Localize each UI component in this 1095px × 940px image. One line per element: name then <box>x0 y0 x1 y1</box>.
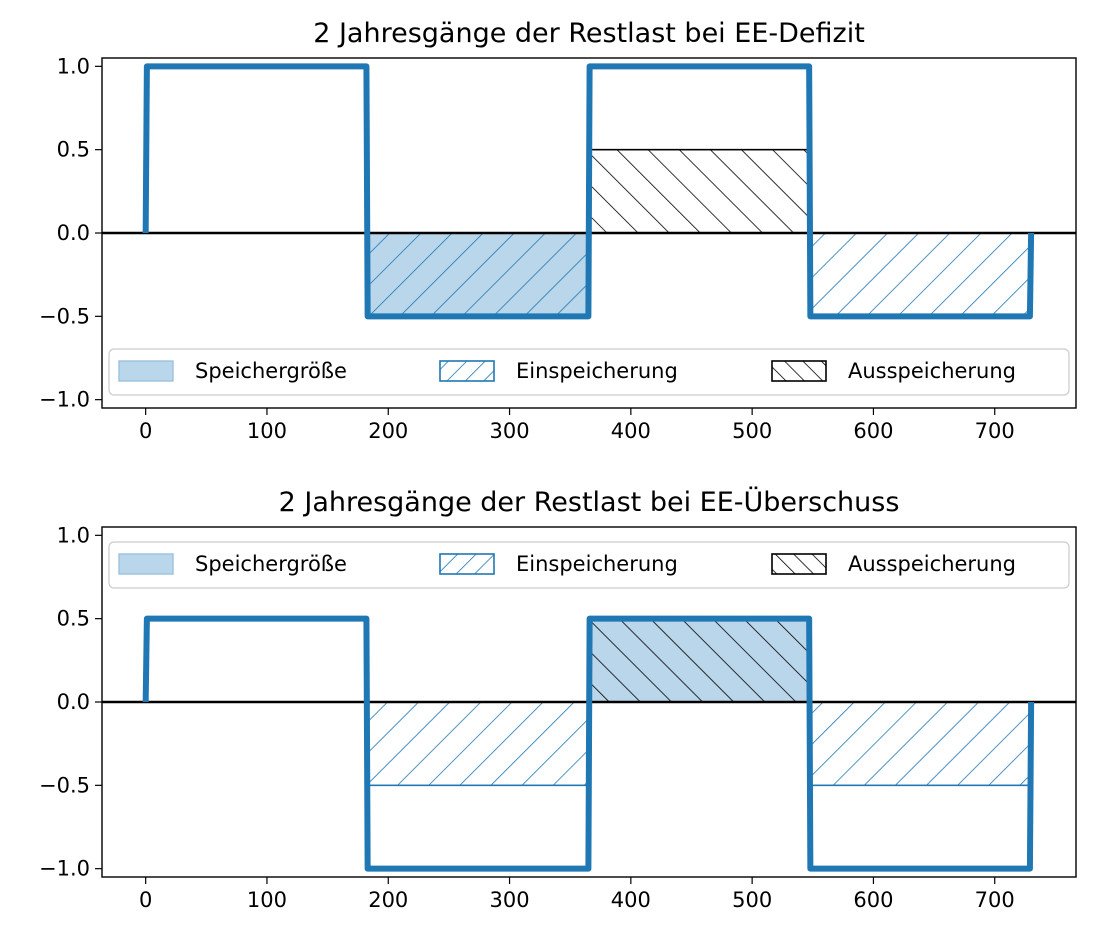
x-tick-label: 200 <box>368 888 408 912</box>
area-einspeicherung-2 <box>808 701 1032 787</box>
x-tick-label: 100 <box>247 419 287 443</box>
y-tick-label: −0.5 <box>39 773 90 797</box>
chart-panel-top: 2 Jahresgänge der Restlast bei EE-Defizi… <box>39 18 1077 443</box>
y-tick-label: 0.0 <box>57 690 90 714</box>
series-line-restlast <box>142 615 1035 872</box>
x-tick-label: 400 <box>611 419 651 443</box>
legend-label: Ausspeicherung <box>848 359 1016 383</box>
plot-area-frame <box>101 57 1077 409</box>
legend: Speichergröße Einspeicherung Ausspeicherun… <box>108 541 1070 589</box>
x-tick-label: 300 <box>490 419 530 443</box>
x-tick-label: 500 <box>732 888 772 912</box>
x-tick-label: 300 <box>490 888 530 912</box>
legend-handle-ausspeicherung <box>771 553 827 575</box>
y-axis-ticks: 1.0 0.5 0.0 −0.5 −1.0 <box>39 523 102 881</box>
x-axis-ticks: 0 100 200 300 400 500 600 700 <box>139 877 1015 912</box>
x-tick-label: 100 <box>247 888 287 912</box>
x-tick-label: 700 <box>975 888 1015 912</box>
legend-label: Einspeicherung <box>516 359 678 383</box>
legend-box <box>108 348 1070 396</box>
x-tick-label: 200 <box>368 419 408 443</box>
x-tick-label: 500 <box>732 419 772 443</box>
x-tick-label: 700 <box>975 419 1015 443</box>
series-line-restlast <box>142 63 1035 320</box>
plot-area-frame <box>101 526 1077 878</box>
x-tick-label: 0 <box>139 419 152 443</box>
legend: Speichergröße Einspeicherung Ausspeicherun… <box>108 348 1070 396</box>
legend-handle-speichergroesse <box>118 553 174 575</box>
legend-label: Speichergröße <box>195 359 347 383</box>
x-axis-ticks: 0 100 200 300 400 500 600 700 <box>139 408 1015 443</box>
chart-title: 2 Jahresgänge der Restlast bei EE-Übersc… <box>279 486 900 518</box>
x-tick-label: 400 <box>611 888 651 912</box>
fill-areas <box>366 148 1032 318</box>
legend-label: Ausspeicherung <box>848 552 1016 576</box>
y-tick-label: 0.0 <box>57 221 90 245</box>
x-tick-label: 0 <box>139 888 152 912</box>
area-ausspeicherung-1 <box>587 148 810 234</box>
x-tick-label: 600 <box>853 419 893 443</box>
legend-handle-speichergroesse <box>118 360 174 382</box>
y-tick-label: −1.0 <box>39 388 90 412</box>
y-tick-label: −0.5 <box>39 304 90 328</box>
x-tick-label: 600 <box>853 888 893 912</box>
area-ausspeicherung-1 <box>587 617 810 703</box>
y-tick-label: 0.5 <box>57 138 90 162</box>
legend-label: Einspeicherung <box>516 552 678 576</box>
legend-handle-einspeicherung <box>439 360 495 382</box>
y-tick-label: 1.0 <box>57 54 90 78</box>
legend-label: Speichergröße <box>195 552 347 576</box>
area-einspeicherung-0 <box>366 232 590 318</box>
legend-handle-einspeicherung <box>439 553 495 575</box>
legend-handle-ausspeicherung <box>771 360 827 382</box>
y-axis-ticks: 1.0 0.5 0.0 −0.5 −1.0 <box>39 54 102 412</box>
chart-title: 2 Jahresgänge der Restlast bei EE-Defizi… <box>313 18 865 49</box>
legend-box <box>108 541 1070 589</box>
area-einspeicherung-0 <box>366 701 590 787</box>
chart-panel-bottom: 2 Jahresgänge der Restlast bei EE-Übersc… <box>39 486 1077 912</box>
area-einspeicherung-2 <box>808 232 1032 318</box>
y-tick-label: −1.0 <box>39 857 90 881</box>
y-tick-label: 1.0 <box>57 523 90 547</box>
y-tick-label: 0.5 <box>57 607 90 631</box>
